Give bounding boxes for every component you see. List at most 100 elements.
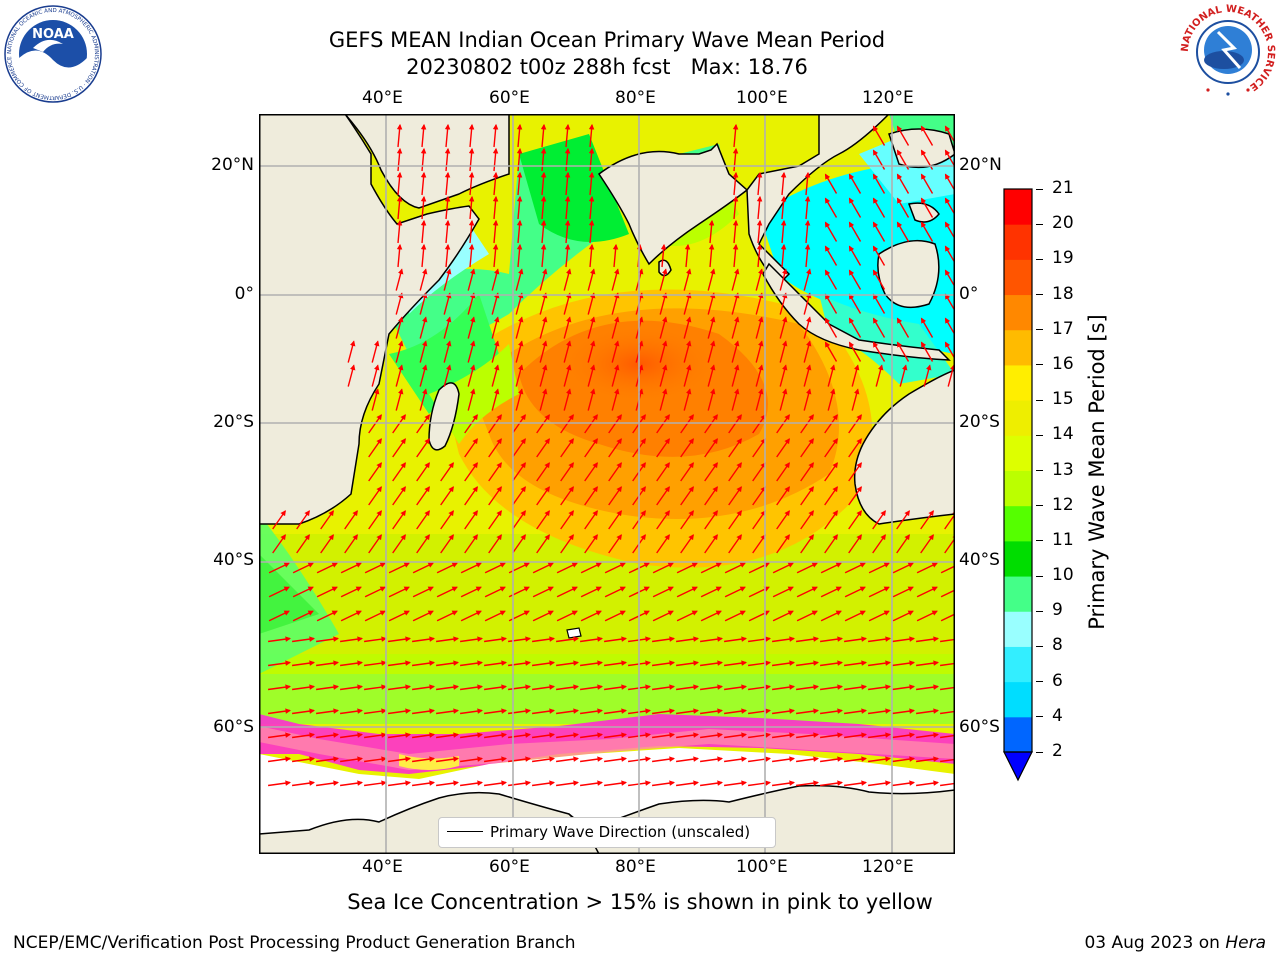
wave-arrow xyxy=(515,340,524,363)
wave-arrow xyxy=(532,684,556,691)
svg-text:NOAA: NOAA xyxy=(32,27,74,42)
wave-arrow xyxy=(652,636,676,643)
wave-arrow xyxy=(460,780,484,787)
wave-arrow xyxy=(420,123,427,148)
wave-direction-arrows xyxy=(268,123,955,787)
wave-arrow xyxy=(512,486,526,506)
wave-arrow xyxy=(508,708,532,715)
wave-arrow xyxy=(396,195,403,220)
wave-arrow xyxy=(803,388,812,411)
wave-arrow xyxy=(395,388,404,411)
wave-arrow xyxy=(892,780,916,787)
wave-arrow xyxy=(920,510,934,530)
wave-arrow xyxy=(563,316,572,339)
right-lat-tick-20s: 20°S xyxy=(959,412,1000,432)
wave-arrow xyxy=(755,364,764,387)
colorbar-tick-mark xyxy=(1036,329,1043,331)
wave-arrow xyxy=(916,562,938,574)
africa-land xyxy=(259,114,480,525)
colorbar-tick-label: 21 xyxy=(1052,178,1074,198)
wave-arrow xyxy=(656,414,670,434)
wave-arrow xyxy=(392,534,406,554)
wave-arrow xyxy=(848,293,862,314)
wave-arrow xyxy=(779,388,788,411)
wave-arrow xyxy=(491,364,500,387)
wave-arrow xyxy=(532,562,554,574)
wave-arrow xyxy=(892,562,914,574)
wave-arrow xyxy=(564,219,571,244)
colorbar-tick-label: 15 xyxy=(1052,389,1074,410)
wave-arrow xyxy=(508,732,532,739)
wave-arrow xyxy=(683,364,692,387)
wave-arrow xyxy=(700,610,722,622)
wave-arrow xyxy=(563,388,572,411)
wave-arrow xyxy=(820,610,842,622)
wave-arrow xyxy=(316,586,338,598)
colorbar-tick-mark xyxy=(1036,716,1043,718)
right-lat-tick-20n: 20°N xyxy=(959,155,1002,175)
wave-arrow xyxy=(392,414,406,434)
wave-arrow xyxy=(388,756,412,763)
wave-arrow xyxy=(868,732,892,739)
australia-land xyxy=(853,369,955,525)
wave-arrow xyxy=(892,636,916,643)
wave-arrow xyxy=(868,636,892,643)
wave-arrow xyxy=(707,316,716,339)
wave-arrow xyxy=(608,534,622,554)
wave-arrow xyxy=(776,510,790,530)
wave-arrow xyxy=(780,243,787,268)
wave-arrow xyxy=(872,173,886,194)
wave-arrow xyxy=(419,292,428,315)
wave-arrow xyxy=(564,123,571,148)
wave-arrow xyxy=(804,219,811,244)
wave-arrow xyxy=(464,486,478,506)
wave-arrow xyxy=(604,636,628,643)
wave-arrow xyxy=(868,562,890,574)
footer-machine: Hera xyxy=(1225,933,1266,953)
wave-arrow xyxy=(460,708,484,715)
top-lon-tick-80e: 80°E xyxy=(615,88,656,108)
wave-arrow xyxy=(724,660,748,667)
wave-arrow xyxy=(844,708,868,715)
wave-arrow xyxy=(436,610,458,622)
colorbar-segment xyxy=(1004,681,1032,718)
wave-arrow xyxy=(316,756,340,763)
right-lat-tick-0: 0° xyxy=(959,284,979,304)
wave-arrow xyxy=(700,732,724,739)
wave-arrow xyxy=(683,340,692,363)
bottom-lon-tick-40e: 40°E xyxy=(362,857,403,877)
wave-arrow xyxy=(920,221,934,242)
wave-arrow xyxy=(316,708,340,715)
wave-arrow xyxy=(708,219,715,244)
wave-arrow xyxy=(316,780,340,787)
wave-arrow xyxy=(604,660,628,667)
wave-arrow xyxy=(652,780,676,787)
wave-arrow xyxy=(848,269,862,290)
colorbar-tick-label: 6 xyxy=(1052,670,1063,691)
wave-arrow xyxy=(316,684,340,691)
wave-arrow xyxy=(532,610,554,622)
wave-arrow xyxy=(444,171,451,196)
wave-arrow xyxy=(580,660,604,667)
wave-arrow xyxy=(416,414,430,434)
wave-arrow xyxy=(368,486,382,506)
wave-arrow xyxy=(728,438,742,458)
wave-arrow xyxy=(656,534,670,554)
wave-arrow xyxy=(268,636,292,643)
wave-arrow xyxy=(416,438,430,458)
wave-arrow xyxy=(780,171,787,196)
wave-arrow xyxy=(536,534,550,554)
colorbar-tick-mark xyxy=(1036,540,1043,542)
wave-arrow xyxy=(724,636,748,643)
wave-arrow xyxy=(292,562,314,574)
wave-arrow xyxy=(796,610,818,622)
wave-arrow xyxy=(748,708,772,715)
wave-arrow xyxy=(700,684,724,691)
wave-arrow xyxy=(560,534,574,554)
wave-arrow xyxy=(920,173,934,194)
wave-arrow xyxy=(748,684,772,691)
wave-arrow xyxy=(748,732,772,739)
wave-arrow xyxy=(827,364,836,387)
wave-arrow xyxy=(396,243,403,268)
wave-arrow xyxy=(368,510,382,530)
